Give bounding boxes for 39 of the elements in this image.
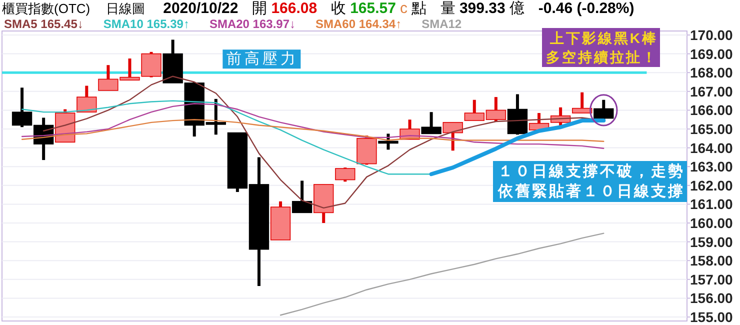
text: SMA5 165.45↓ bbox=[4, 17, 84, 31]
text: 165.57 bbox=[350, 0, 396, 17]
annotation: 上下影線黑K棒 bbox=[548, 30, 658, 46]
y-tick-label: 160.00 bbox=[690, 215, 734, 231]
text: SMA10 165.39↑ bbox=[103, 17, 190, 31]
text: 399.33 bbox=[459, 0, 506, 17]
text: SMA20 163.97↓ bbox=[209, 17, 296, 31]
text: c bbox=[400, 0, 408, 17]
annotation: １０日線支撐不破，走勢 bbox=[498, 163, 685, 180]
y-tick-label: 168.00 bbox=[690, 64, 734, 81]
y-tick-label: 170.00 bbox=[690, 27, 734, 43]
text: SMA60 164.34↑ bbox=[316, 17, 402, 31]
y-tick-label: 163.00 bbox=[690, 158, 734, 175]
text: 收 bbox=[331, 0, 346, 17]
text: 開 bbox=[252, 0, 268, 17]
y-tick-label: 161.00 bbox=[690, 196, 734, 212]
y-tick-label: 157.00 bbox=[690, 271, 734, 288]
chart-title: 櫃買指數(OTC) bbox=[2, 1, 90, 16]
text: 2020/10/22 bbox=[163, 0, 238, 17]
text: 點 bbox=[410, 0, 426, 17]
annotation: 依舊緊貼著１０日線支撐 bbox=[497, 183, 685, 200]
y-tick-label: 165.00 bbox=[690, 121, 734, 137]
y-tick-label: 164.00 bbox=[690, 140, 734, 156]
y-tick-label: 158.00 bbox=[690, 252, 734, 269]
y-tick-label: 169.00 bbox=[690, 46, 734, 62]
text: -0.46 (-0.28%) bbox=[538, 0, 634, 17]
y-tick-label: 159.00 bbox=[690, 234, 734, 250]
y-tick-label: 166.00 bbox=[690, 102, 734, 118]
y-tick-label: 156.00 bbox=[690, 290, 734, 306]
text: SMA12 bbox=[422, 17, 462, 31]
text: 166.08 bbox=[271, 0, 318, 17]
y-tick-label: 167.00 bbox=[690, 83, 734, 100]
chart-subtitle: 日線圖 bbox=[106, 1, 146, 16]
y-tick-label: 162.00 bbox=[690, 177, 734, 194]
y-tick-label: 155.00 bbox=[690, 309, 734, 325]
ref-line-label: 前高壓力 bbox=[226, 50, 299, 68]
text: 億 bbox=[509, 0, 524, 17]
text: 量 bbox=[440, 0, 456, 17]
annotation: 多空持續拉扯！ bbox=[546, 49, 658, 65]
